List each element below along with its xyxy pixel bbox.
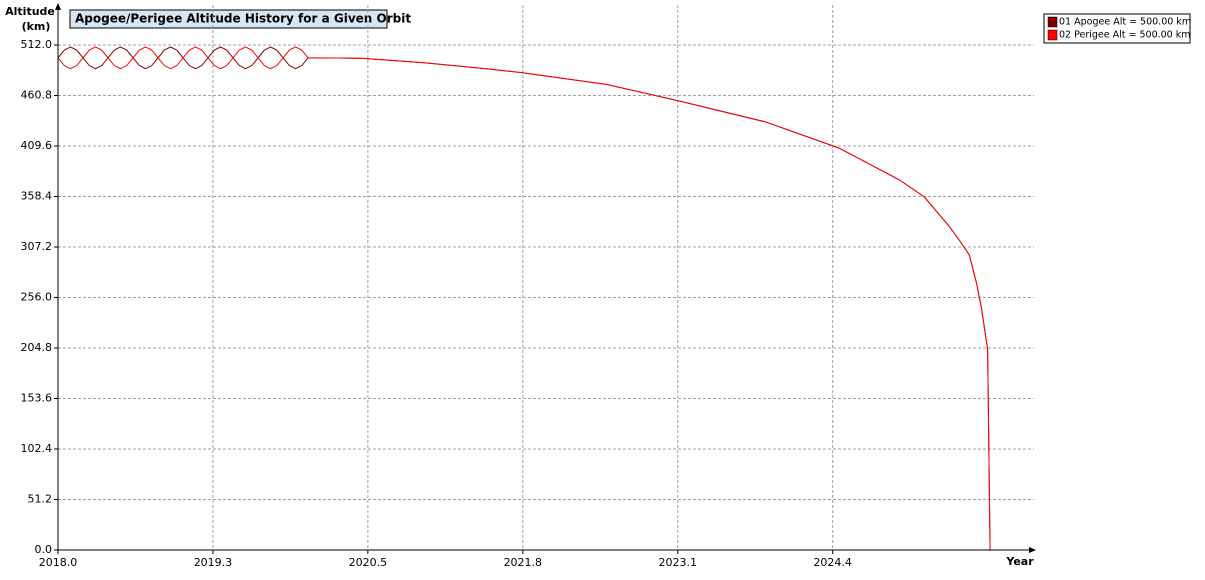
x-tick-label: 2020.5 xyxy=(349,556,388,569)
x-tick-label: 2024.4 xyxy=(813,556,852,569)
legend-swatch xyxy=(1047,29,1058,41)
legend: 01 Apogee Alt = 500.00 km 02 Perigee Alt … xyxy=(1043,13,1191,44)
y-tick-label: 256.0 xyxy=(21,291,53,304)
y-tick-label: 409.6 xyxy=(21,139,53,152)
y-tick-label: 102.4 xyxy=(21,442,53,455)
chart-title: Apogee/Perigee Altitude History for a Gi… xyxy=(75,12,411,26)
legend-box xyxy=(1043,13,1191,44)
plot-lines xyxy=(57,46,991,551)
x-tick-label: 2023.1 xyxy=(659,556,698,569)
legend-swatch xyxy=(1047,16,1058,28)
y-tick-label: 0.0 xyxy=(35,543,53,556)
legend-label: 02 Perigee Alt = 500.00 km xyxy=(1059,30,1191,41)
title-box xyxy=(69,9,388,29)
x-tick-label: 2018.0 xyxy=(39,556,78,569)
x-tick-label: 2019.3 xyxy=(194,556,233,569)
y-tick-label: 358.4 xyxy=(21,190,53,203)
x-axis-label: Year xyxy=(1005,555,1034,568)
x-axis-arrow xyxy=(1029,547,1036,553)
series-line xyxy=(57,46,991,551)
axes: 0.0 51.2 102.4 153.6 204.8 256.0 307.2 358.4 409… xyxy=(21,3,1036,569)
y-axis-arrow xyxy=(55,3,61,10)
y-tick-label: 153.6 xyxy=(21,392,53,405)
grid xyxy=(58,5,1034,550)
series-line xyxy=(57,46,991,551)
y-axis-label: Altitude xyxy=(5,5,55,18)
y-tick-label: 307.2 xyxy=(21,240,53,253)
y-tick-label: 512.0 xyxy=(21,38,53,51)
legend-label: 01 Apogee Alt = 500.00 km xyxy=(1059,17,1191,28)
y-tick-label: 204.8 xyxy=(21,341,53,354)
y-axis-unit: (km) xyxy=(22,20,51,33)
x-tick-label: 2021.8 xyxy=(504,556,543,569)
y-tick-label: 51.2 xyxy=(28,493,53,506)
y-tick-label: 460.8 xyxy=(21,89,53,102)
